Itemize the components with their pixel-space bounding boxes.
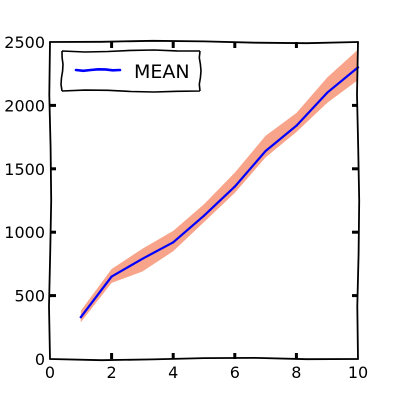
x-axis-line — [49, 356, 359, 362]
series-point — [233, 185, 236, 188]
y-tick-label: 2500 — [4, 33, 45, 52]
series-point — [264, 149, 267, 153]
legend-label: MEAN — [134, 61, 190, 83]
series-point — [79, 316, 82, 319]
series-point — [141, 257, 144, 260]
x-tick-label: 6 — [230, 363, 240, 382]
series-point — [295, 124, 298, 127]
y-axis-line — [48, 41, 53, 360]
tick-layer: 0 2 4 6 8 10 0 500 1000 1500 2000 2500 — [4, 33, 368, 382]
x-tick-label: 0 — [45, 363, 55, 382]
series-point — [202, 214, 206, 217]
y-tick-label: 1500 — [4, 160, 45, 179]
y-tick-label: 1000 — [4, 223, 45, 242]
y-tick-label: 500 — [14, 287, 45, 306]
legend-box — [60, 49, 202, 93]
series-line-mean — [79, 66, 360, 319]
series-point — [172, 241, 175, 244]
series-point — [110, 275, 113, 278]
y-tick-label: 2000 — [4, 96, 45, 115]
y-tick-label: 0 — [35, 350, 45, 369]
legend-line-swatch — [74, 67, 122, 73]
x-tick-label: 2 — [107, 363, 117, 382]
x-tick-label: 8 — [291, 363, 301, 382]
x-tick-label: 4 — [168, 363, 178, 382]
right-spine — [356, 41, 361, 360]
x-tick-label: 10 — [348, 363, 368, 382]
series-point — [326, 91, 329, 94]
legend: MEAN — [60, 49, 202, 93]
top-spine — [49, 39, 359, 45]
axes-layer — [48, 39, 361, 362]
